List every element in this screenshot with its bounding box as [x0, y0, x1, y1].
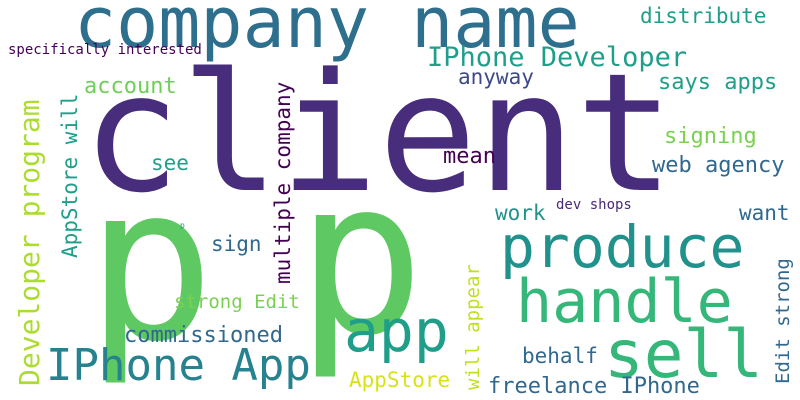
word-dev-shops: dev shops	[556, 197, 632, 213]
word-strong-edit: strong Edit	[174, 291, 300, 313]
word-company-name: company name	[74, 0, 580, 64]
word-client: client	[82, 38, 675, 229]
word-behalf: behalf	[522, 344, 598, 368]
word-says-apps: says apps	[658, 70, 778, 95]
word-edit-strong: Edit strong	[772, 258, 794, 384]
word-signing: signing	[664, 124, 757, 149]
word-will-appear: will appear	[462, 264, 484, 390]
word-p-left: p	[86, 140, 215, 389]
word-mean: mean	[443, 144, 496, 169]
word-specifically-interested: specifically interested	[8, 42, 202, 58]
word-see: see	[151, 151, 189, 175]
word-sell: sell	[604, 316, 763, 393]
word-want: want	[739, 201, 790, 225]
word-developer-program: Developer program	[13, 99, 46, 386]
word-p-right: p	[296, 134, 425, 383]
word-anyway: anyway	[458, 65, 534, 89]
word-freelance-iphone: freelance IPhone	[488, 374, 700, 399]
word-iphone-developer: IPhone Developer	[427, 42, 688, 73]
word-handle: handle	[516, 267, 733, 337]
word-p-small: p	[180, 221, 185, 230]
word-web-agency: web agency	[652, 153, 785, 178]
word-commissioned: commissioned	[124, 323, 283, 348]
word-iphone-app: IPhone App	[46, 340, 311, 391]
word-work: work	[495, 201, 546, 225]
word-sign: sign	[211, 232, 262, 256]
word-multiple-company: multiple company	[271, 81, 295, 284]
word-app: app	[344, 297, 449, 365]
word-produce: produce	[500, 213, 745, 281]
word-appstore: AppStore	[349, 368, 451, 392]
word-account: account	[84, 74, 177, 99]
word-distribute: distribute	[640, 4, 767, 28]
word-appstore-will: AppStore will	[58, 93, 82, 258]
